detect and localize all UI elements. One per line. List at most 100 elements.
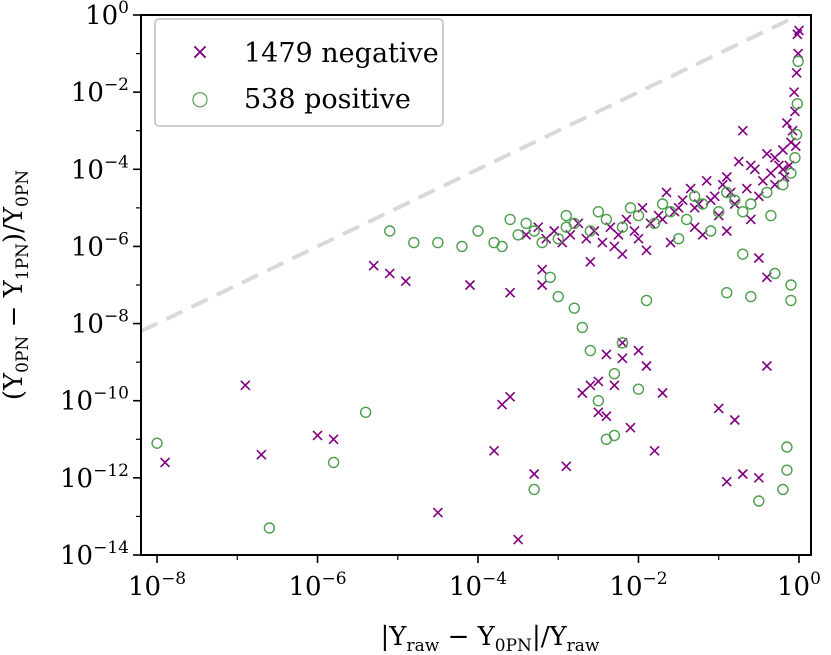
negative-point — [709, 191, 720, 202]
x-tick-label: 100 — [777, 569, 821, 602]
positive-point — [544, 271, 556, 283]
positive-point — [737, 206, 749, 218]
negative-point — [577, 387, 588, 399]
positive-point — [753, 495, 765, 507]
positive-point — [528, 483, 540, 496]
negative-point — [789, 87, 800, 98]
y-tick-label: 10−8 — [71, 307, 129, 340]
legend: × 1479 negative ○ 538 positive — [154, 18, 444, 127]
y-tick-label: 10−2 — [71, 75, 129, 108]
negative-point — [464, 279, 476, 291]
positive-point — [781, 464, 793, 476]
positive-point — [568, 217, 580, 229]
positive-point — [680, 213, 693, 226]
negative-point — [617, 337, 628, 348]
y-tick-label: 100 — [85, 0, 129, 31]
negative-point — [793, 25, 805, 36]
series-positive — [151, 55, 804, 534]
positive-point — [729, 194, 741, 206]
negative-point — [741, 183, 752, 194]
positive-point — [791, 98, 804, 110]
negative-point — [713, 403, 724, 414]
y-tick-label: 10−4 — [71, 152, 129, 185]
negative-point — [593, 407, 604, 418]
negative-point — [601, 349, 612, 360]
positive-point — [592, 206, 605, 218]
negative-point — [757, 175, 768, 186]
positive-point — [688, 190, 701, 202]
negative-point — [240, 380, 251, 391]
positive-point — [672, 233, 685, 245]
negative-point — [689, 222, 700, 233]
negative-point — [597, 237, 608, 248]
negative-point — [601, 411, 612, 422]
positive-point — [640, 294, 653, 307]
series-negative — [160, 25, 805, 545]
negative-point — [721, 476, 732, 487]
negative-point — [368, 260, 379, 271]
negative-point — [529, 468, 540, 480]
legend-label-negative: 1479 negative — [244, 38, 439, 69]
negative-point — [677, 195, 688, 206]
negative-point — [649, 445, 660, 456]
x-tick-label: 10−8 — [128, 569, 186, 602]
negative-point — [160, 457, 171, 468]
positive-point — [584, 225, 597, 237]
positive-point — [608, 429, 621, 442]
positive-point — [785, 294, 797, 307]
positive-point — [777, 179, 789, 191]
negative-point — [737, 468, 748, 480]
positive-point — [745, 198, 757, 210]
positive-point — [536, 236, 548, 249]
positive-point — [632, 209, 645, 222]
negative-point — [761, 148, 772, 159]
negative-point — [589, 225, 600, 237]
y-tick-label: 10−14 — [60, 538, 129, 571]
negative-point — [384, 268, 395, 279]
positive-point — [656, 198, 669, 210]
positive-point — [472, 225, 484, 237]
positive-point — [576, 321, 589, 334]
reference-line — [140, 13, 800, 334]
positive-point — [713, 206, 725, 218]
negative-point — [769, 152, 780, 163]
negative-point — [745, 214, 756, 225]
positive-point — [552, 290, 564, 303]
x-tick-label: 10−6 — [288, 569, 346, 602]
positive-point — [737, 248, 749, 260]
positive-point — [632, 383, 645, 395]
legend-marker-positive: ○ — [191, 86, 208, 110]
negative-point — [657, 387, 668, 399]
negative-point — [573, 218, 584, 229]
positive-point — [504, 213, 516, 226]
negative-point — [609, 241, 620, 252]
negative-point — [497, 399, 508, 410]
negative-point — [633, 233, 644, 244]
positive-point — [705, 225, 717, 237]
negative-point — [561, 461, 572, 472]
negative-point — [721, 171, 732, 183]
negative-point — [513, 534, 524, 545]
positive-point — [696, 198, 709, 210]
positive-point — [151, 437, 163, 449]
negative-point — [729, 198, 740, 210]
positive-point — [359, 406, 372, 418]
negative-point — [537, 264, 548, 275]
positive-point — [327, 456, 340, 469]
positive-point — [512, 229, 524, 241]
positive-point — [263, 522, 276, 534]
positive-point — [560, 209, 572, 222]
y-tick-label: 10−12 — [60, 461, 129, 494]
negative-point — [328, 434, 339, 445]
legend-label-positive: 538 positive — [244, 84, 411, 115]
negative-point — [753, 252, 764, 264]
negative-point — [777, 144, 788, 156]
positive-point — [408, 236, 420, 249]
negative-point — [791, 67, 802, 78]
positive-point — [584, 344, 597, 357]
negative-point — [505, 391, 516, 402]
negative-point — [769, 179, 780, 190]
negative-point — [633, 345, 644, 356]
y-axis-label: (Υ0PN − Υ1PN)/Υ0PN — [0, 170, 33, 400]
